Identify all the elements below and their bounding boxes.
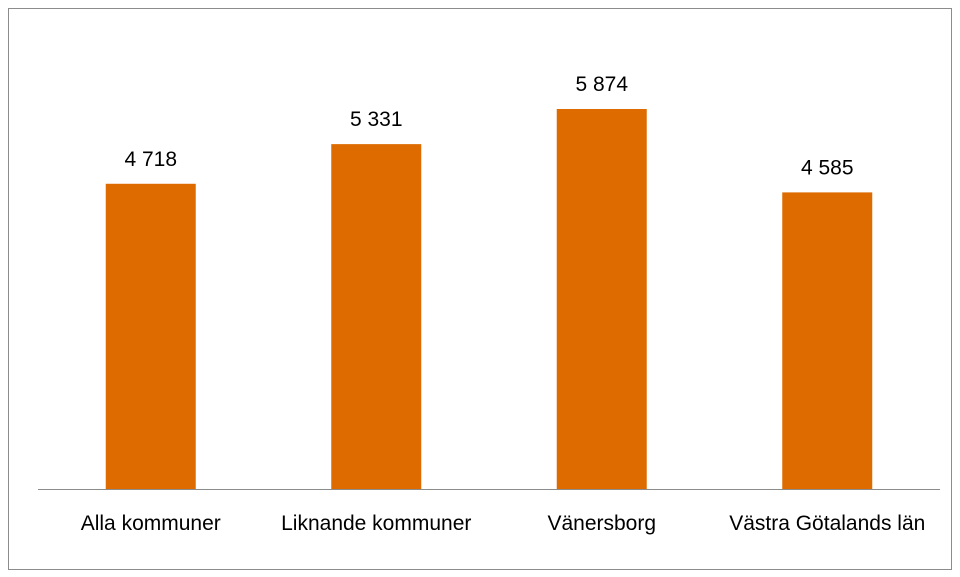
x-tick-label: Alla kommuner [80, 512, 221, 535]
bar [331, 144, 422, 489]
data-label: 4 585 [801, 156, 854, 179]
data-label: 4 718 [124, 148, 177, 171]
bar [782, 192, 873, 489]
bar [105, 183, 196, 489]
data-label: 5 331 [350, 108, 403, 131]
x-tick-label: Liknande kommuner [281, 512, 472, 535]
data-label: 5 874 [575, 73, 628, 96]
bar [556, 109, 647, 489]
x-tick-label: Vänersborg [547, 512, 657, 535]
x-tick-label: Västra Götalands län [729, 512, 926, 535]
